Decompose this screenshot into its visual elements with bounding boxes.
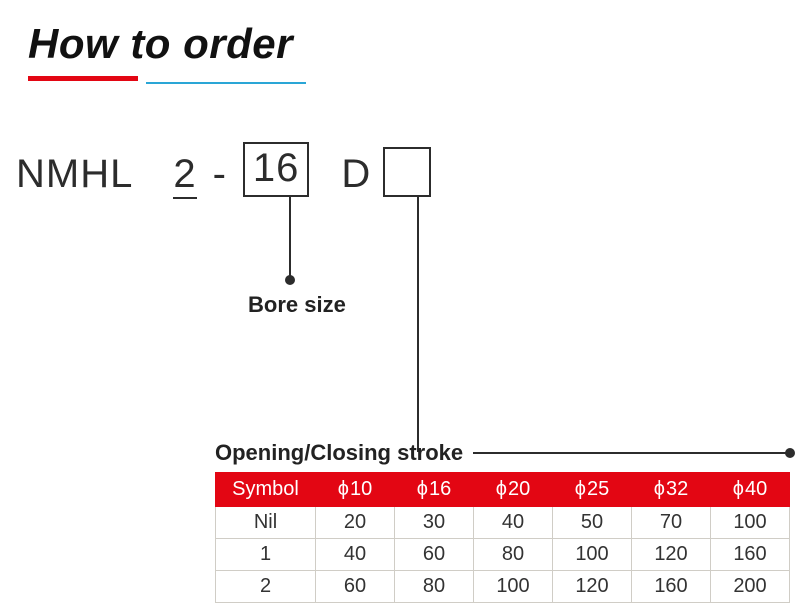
table-row: Nil 20 30 40 50 70 100 <box>216 507 790 539</box>
table-row: 1 40 60 80 100 120 160 <box>216 539 790 571</box>
col-phi25: 25 <box>553 473 632 507</box>
stroke-leader-dot <box>785 448 795 458</box>
cell: 30 <box>395 507 474 539</box>
code-suffix: D <box>335 152 377 197</box>
table-row: 2 60 80 100 120 160 200 <box>216 571 790 603</box>
cell: 100 <box>553 539 632 571</box>
order-code: NMHL 2 - 16 D <box>10 142 437 197</box>
cell: 120 <box>632 539 711 571</box>
stroke-table-block: Opening/Closing stroke Symbol 10 16 20 2… <box>215 440 790 603</box>
bore-leader-dot <box>285 275 295 285</box>
code-prefix: NMHL <box>10 152 139 197</box>
stroke-label: Opening/Closing stroke <box>215 440 463 466</box>
cell: 60 <box>395 539 474 571</box>
title-underline <box>28 76 328 86</box>
cell: 2 <box>216 571 316 603</box>
cell: Nil <box>216 507 316 539</box>
stroke-table: Symbol 10 16 20 25 32 40 Nil 20 30 40 50… <box>215 472 790 603</box>
cell: 40 <box>474 507 553 539</box>
cell: 1 <box>216 539 316 571</box>
cell: 80 <box>474 539 553 571</box>
cell: 70 <box>632 507 711 539</box>
underline-blue <box>146 82 306 84</box>
cell: 40 <box>316 539 395 571</box>
cell: 200 <box>711 571 790 603</box>
underline-red <box>28 76 138 81</box>
col-phi10: 10 <box>316 473 395 507</box>
cell: 160 <box>711 539 790 571</box>
col-phi40: 40 <box>711 473 790 507</box>
stroke-leader-hline <box>473 452 790 454</box>
stroke-title-row: Opening/Closing stroke <box>215 440 790 466</box>
col-phi16: 16 <box>395 473 474 507</box>
table-header-row: Symbol 10 16 20 25 32 40 <box>216 473 790 507</box>
stroke-leader-vline <box>417 197 419 452</box>
title-block: How to order <box>28 20 328 86</box>
cell: 100 <box>711 507 790 539</box>
cell: 80 <box>395 571 474 603</box>
cell: 20 <box>316 507 395 539</box>
col-phi32: 32 <box>632 473 711 507</box>
code-stroke-box <box>377 147 437 197</box>
cell: 50 <box>553 507 632 539</box>
bore-label: Bore size <box>248 292 346 318</box>
bore-leader-line <box>289 197 291 277</box>
code-dash: - <box>203 152 237 197</box>
col-symbol: Symbol <box>216 473 316 507</box>
cell: 60 <box>316 571 395 603</box>
code-variant: 2 <box>167 152 202 197</box>
cell: 100 <box>474 571 553 603</box>
cell: 120 <box>553 571 632 603</box>
cell: 160 <box>632 571 711 603</box>
code-bore-box: 16 <box>237 142 316 197</box>
col-phi20: 20 <box>474 473 553 507</box>
page-title: How to order <box>28 20 328 76</box>
